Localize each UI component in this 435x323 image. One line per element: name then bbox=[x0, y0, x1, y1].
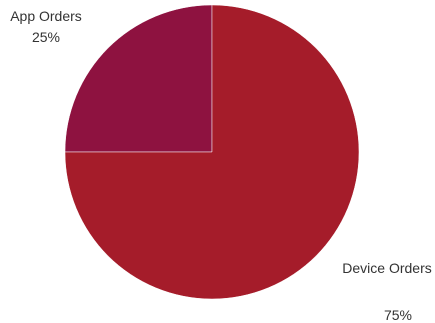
pie-slice-device-orders bbox=[64, 4, 360, 300]
pie-slice-app-orders bbox=[64, 4, 213, 153]
slice-label-app-orders: App Orders bbox=[10, 8, 82, 24]
slice-value-app-orders: 25% bbox=[32, 29, 60, 45]
slice-label-device-orders: Device Orders bbox=[342, 260, 431, 276]
slice-value-device-orders: 75% bbox=[384, 307, 412, 323]
pie-slices bbox=[64, 4, 360, 300]
